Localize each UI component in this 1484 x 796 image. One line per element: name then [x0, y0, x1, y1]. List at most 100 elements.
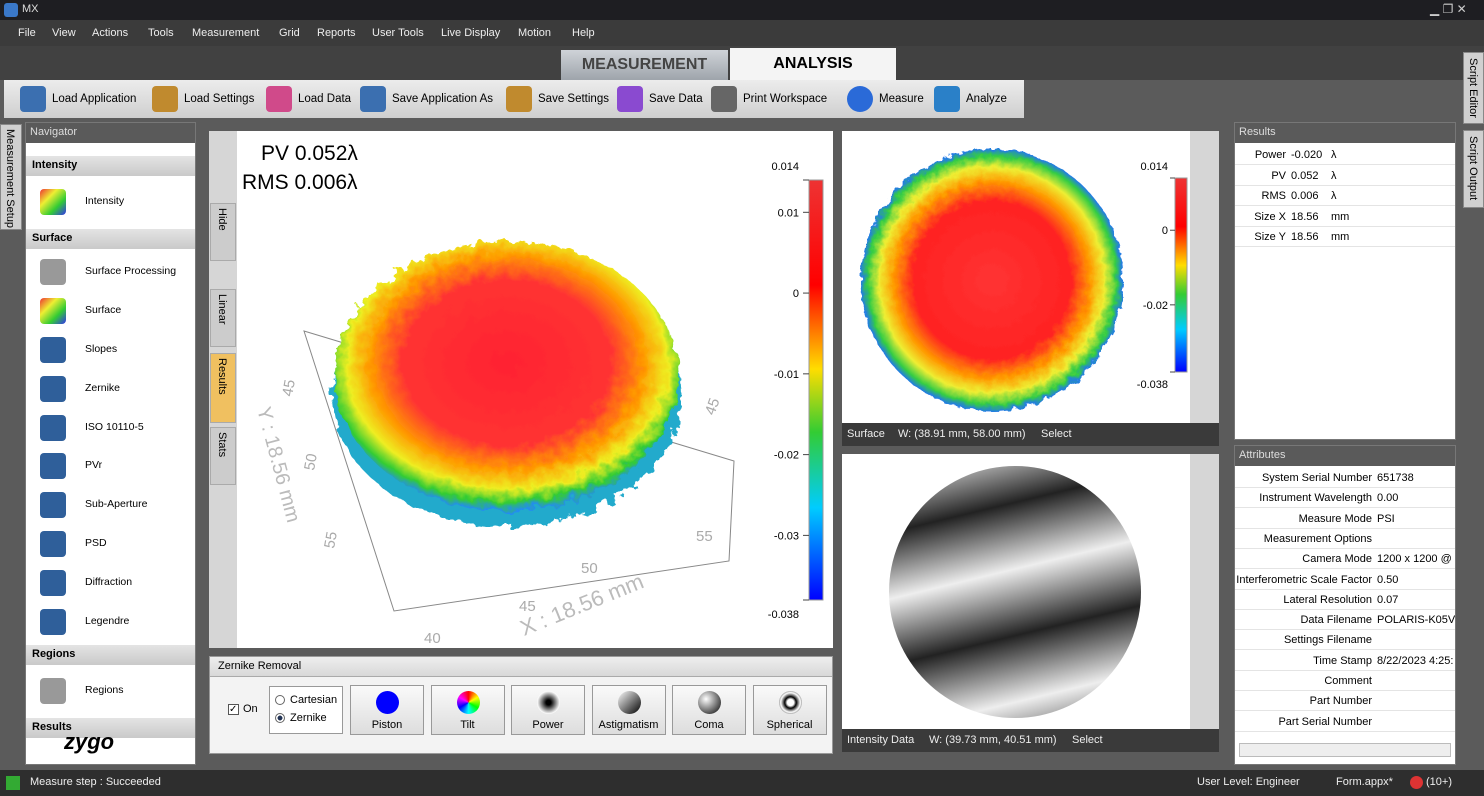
zernike-label: Power — [532, 719, 564, 731]
menu-item[interactable]: User Tools — [372, 27, 424, 39]
nav-item[interactable]: Zernike — [85, 381, 121, 394]
toolbar-label: Print Workspace — [743, 93, 828, 105]
zernike-button[interactable]: Tilt — [430, 685, 505, 735]
menu-item[interactable]: View — [52, 27, 76, 39]
side-tab-label: Script Output — [1467, 136, 1479, 201]
result-label: PV — [1271, 169, 1286, 182]
toolbar-label: Measure — [879, 93, 924, 105]
zernike-label: Piston — [371, 719, 403, 731]
section-header[interactable]: Results — [26, 718, 195, 738]
menu-item[interactable]: Measurement — [192, 27, 260, 39]
zernike-button[interactable]: Piston — [350, 685, 424, 735]
nav-icon — [40, 453, 66, 480]
zernike-button[interactable]: Power — [511, 685, 585, 735]
strip-tab-label: Linear — [216, 294, 228, 325]
status-text: W: (39.73 mm, 40.51 mm) — [929, 734, 1057, 746]
strip-tab[interactable]: Stats — [210, 427, 236, 485]
nav-item[interactable]: Diffraction — [85, 575, 133, 588]
section-header[interactable]: Intensity — [26, 156, 195, 176]
colorbar-label: -0.03 — [774, 530, 799, 542]
attribute-label: System Serial Number — [1261, 472, 1372, 484]
nav-icon — [40, 414, 66, 441]
menu-item[interactable]: Motion — [518, 27, 552, 39]
strip-tab[interactable]: Linear — [210, 289, 236, 347]
nav-item[interactable]: PVr — [85, 459, 103, 472]
tab[interactable]: ANALYSIS — [730, 48, 896, 80]
checkbox[interactable]: ✓ — [228, 704, 239, 715]
error-icon — [1410, 776, 1423, 789]
colorbar-label: 0.014 — [1140, 161, 1168, 173]
x-axis-label: X : 18.56 mm — [517, 568, 648, 640]
menu-item[interactable]: Tools — [148, 27, 174, 39]
zernike-label: Spherical — [766, 719, 813, 731]
status-icon — [6, 776, 20, 790]
window-title: MX — [22, 3, 39, 15]
row-line — [1235, 608, 1455, 610]
tab[interactable]: MEASUREMENT — [561, 50, 728, 80]
side-tab-label: Script Editor — [1467, 58, 1479, 118]
intensity-map — [889, 454, 1219, 729]
nav-item[interactable]: Regions — [85, 683, 124, 696]
status-text: W: (38.91 mm, 58.00 mm) — [898, 428, 1026, 440]
menu-item[interactable]: Live Display — [441, 27, 501, 39]
menu-item[interactable]: File — [18, 27, 36, 39]
zernike-button[interactable]: Spherical — [752, 685, 827, 735]
menu-item[interactable]: Grid — [279, 27, 300, 39]
plot-status: Surface W: (38.91 mm, 58.00 mm) Select — [842, 423, 1219, 446]
nav-icon — [40, 188, 66, 215]
menu-item[interactable]: Actions — [92, 27, 129, 39]
nav-item[interactable]: Surface Processing — [85, 265, 177, 278]
zernike-icon — [376, 691, 399, 714]
menu-item[interactable]: Help — [572, 27, 595, 39]
result-value: 0.006 — [1291, 190, 1319, 202]
colorbar-label: -0.02 — [774, 450, 799, 462]
nav-item[interactable]: Legendre — [85, 614, 130, 627]
toolbar: Load Application Load Settings Load Data Sa… — [4, 80, 1024, 118]
strip-tab[interactable]: Hide — [210, 203, 236, 261]
corner-tick: 45 — [702, 396, 724, 417]
nav-icon — [40, 375, 66, 402]
section-header[interactable]: Surface — [26, 229, 195, 249]
surface-disc — [861, 149, 1123, 411]
error-count[interactable]: (10+) — [1426, 776, 1452, 788]
radio[interactable] — [275, 713, 285, 723]
nav-icon — [40, 337, 66, 363]
nav-icon — [40, 608, 66, 635]
result-value: -0.020 — [1291, 149, 1323, 161]
nav-item[interactable]: ISO 10110-5 — [85, 420, 144, 433]
status-message: Measure step : Succeeded — [30, 776, 161, 788]
nav-item[interactable]: Intensity — [85, 194, 125, 207]
app-icon — [4, 3, 18, 17]
zernike-button[interactable]: Coma — [672, 685, 746, 735]
nav-item[interactable]: Slopes — [85, 343, 118, 355]
colorbar-label: 0 — [1162, 225, 1168, 237]
status-text: Select — [1072, 734, 1103, 746]
toolbar-icon — [152, 86, 178, 112]
menu-item[interactable]: Reports — [317, 27, 356, 39]
nav-item[interactable]: PSD — [85, 537, 107, 549]
attribute-label: Part Serial Number — [1278, 715, 1372, 728]
section-header[interactable]: Regions — [26, 645, 195, 665]
result-unit: λ — [1331, 149, 1337, 161]
attribute-label: Comment — [1324, 675, 1372, 687]
zernike-button[interactable]: Astigmatism — [591, 685, 666, 735]
right-side-tab[interactable]: Script Output — [1463, 130, 1484, 208]
navigator-header: Navigator — [26, 123, 195, 143]
nav-icon — [40, 531, 66, 557]
toolbar-label: Load Settings — [184, 93, 255, 105]
colorbar-label: 0.014 — [771, 161, 799, 173]
right-side-tab[interactable]: Script Editor — [1463, 52, 1484, 124]
strip-tab[interactable]: Results — [210, 353, 236, 423]
status-text: Select — [1041, 428, 1072, 440]
colorbar-label: -0.02 — [1143, 300, 1168, 312]
nav-item[interactable]: Sub-Aperture — [85, 498, 148, 511]
nav-item[interactable]: Surface — [85, 304, 122, 317]
attribute-value: 651738 — [1377, 472, 1414, 484]
window-controls[interactable]: ▁ ❐ ✕ — [1430, 2, 1467, 16]
scrollbar[interactable] — [1239, 743, 1451, 757]
strip-tab-label: Stats — [216, 432, 228, 458]
radio[interactable] — [275, 695, 285, 705]
status-text: Intensity Data — [847, 734, 915, 746]
toolbar-icon — [847, 86, 873, 112]
left-side-tab[interactable]: Measurement Setup — [0, 124, 22, 230]
